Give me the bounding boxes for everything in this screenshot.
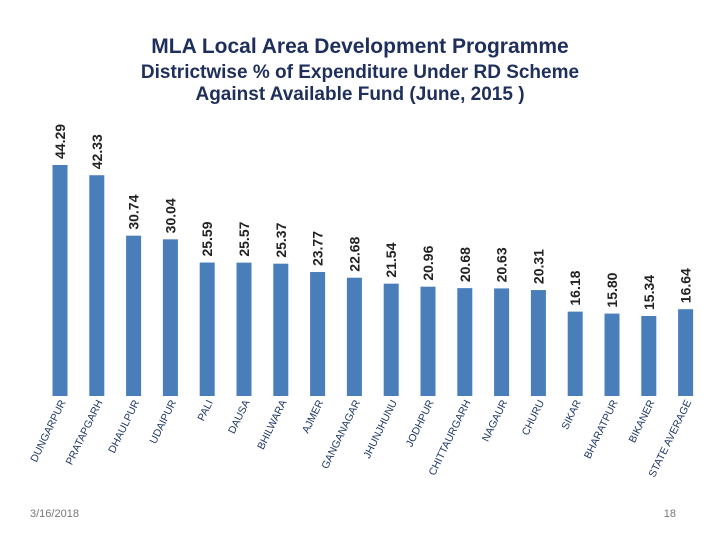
bar-ganganagar	[346, 277, 362, 396]
category-label: CHITTAURGARH	[426, 398, 473, 478]
bar-churu	[530, 290, 546, 396]
value-label: 20.63	[494, 247, 510, 282]
chart-main-title: MLA Local Area Development Programme	[151, 35, 569, 58]
value-label: 23.77	[310, 231, 326, 266]
value-label: 15.80	[604, 272, 620, 307]
value-label: 16.18	[567, 270, 583, 305]
bar-ajmer	[310, 272, 326, 396]
bar-udaipur	[162, 239, 178, 396]
value-label: 21.54	[383, 242, 399, 277]
category-label: AJMER	[300, 398, 327, 436]
value-label: 20.96	[420, 245, 436, 280]
bar-dungarpur	[52, 165, 68, 396]
category-label: CHURU	[520, 398, 547, 437]
category-label: JHUNJHUNU	[361, 398, 400, 460]
bar-dausa	[236, 262, 252, 396]
footer-page-number: 18	[663, 508, 676, 520]
value-label: 25.59	[199, 221, 215, 256]
bar-bikaner	[641, 315, 657, 396]
category-label: BHILWARA	[255, 398, 289, 452]
bar-pali	[199, 262, 215, 396]
bar-nagaur	[494, 288, 510, 396]
value-label: 20.68	[457, 247, 473, 282]
category-label: DUNGARPUR	[28, 398, 69, 464]
bar-jodhpur	[420, 286, 436, 396]
value-label: 30.04	[162, 198, 178, 233]
category-label: GANGANAGAR	[319, 398, 363, 471]
category-label: BHARATPUR	[582, 398, 621, 461]
category-label: SIKAR	[559, 398, 584, 432]
value-label: 44.29	[52, 124, 68, 159]
category-label: JODHPUR	[404, 398, 437, 449]
value-label: 42.33	[89, 134, 105, 169]
bar-sikar	[567, 311, 583, 396]
bar-pratapgarh	[89, 175, 105, 396]
value-label: 30.74	[126, 194, 142, 229]
bar-dhaulpur	[126, 235, 142, 396]
chart-subtitle-line1: Districtwise % of Expenditure Under RD S…	[140, 62, 580, 83]
category-label: PALI	[195, 398, 215, 423]
chart-subtitle-line2: Against Available Fund (June, 2015 )	[195, 84, 525, 105]
category-label: PRATAPGARH	[64, 398, 106, 467]
value-label: 15.34	[641, 275, 657, 310]
bar-state-average	[678, 309, 694, 396]
value-label: 20.31	[530, 249, 546, 284]
bar-chittaurgarh	[457, 288, 473, 396]
value-label: 16.64	[678, 268, 694, 303]
bar-bharatpur	[604, 313, 620, 396]
category-label: DAUSA	[226, 398, 253, 436]
value-label: 25.57	[236, 221, 252, 256]
value-label: 25.37	[273, 222, 289, 257]
bar-bhilwara	[273, 263, 289, 396]
category-label: DHAULPUR	[106, 398, 142, 456]
bar-jhunjhunu	[383, 283, 399, 396]
category-label: NAGAUR	[480, 398, 511, 444]
footer-date: 3/16/2018	[30, 508, 79, 520]
category-label: BIKANER	[626, 398, 657, 445]
category-label: UDAIPUR	[148, 398, 180, 446]
value-label: 22.68	[346, 236, 362, 271]
